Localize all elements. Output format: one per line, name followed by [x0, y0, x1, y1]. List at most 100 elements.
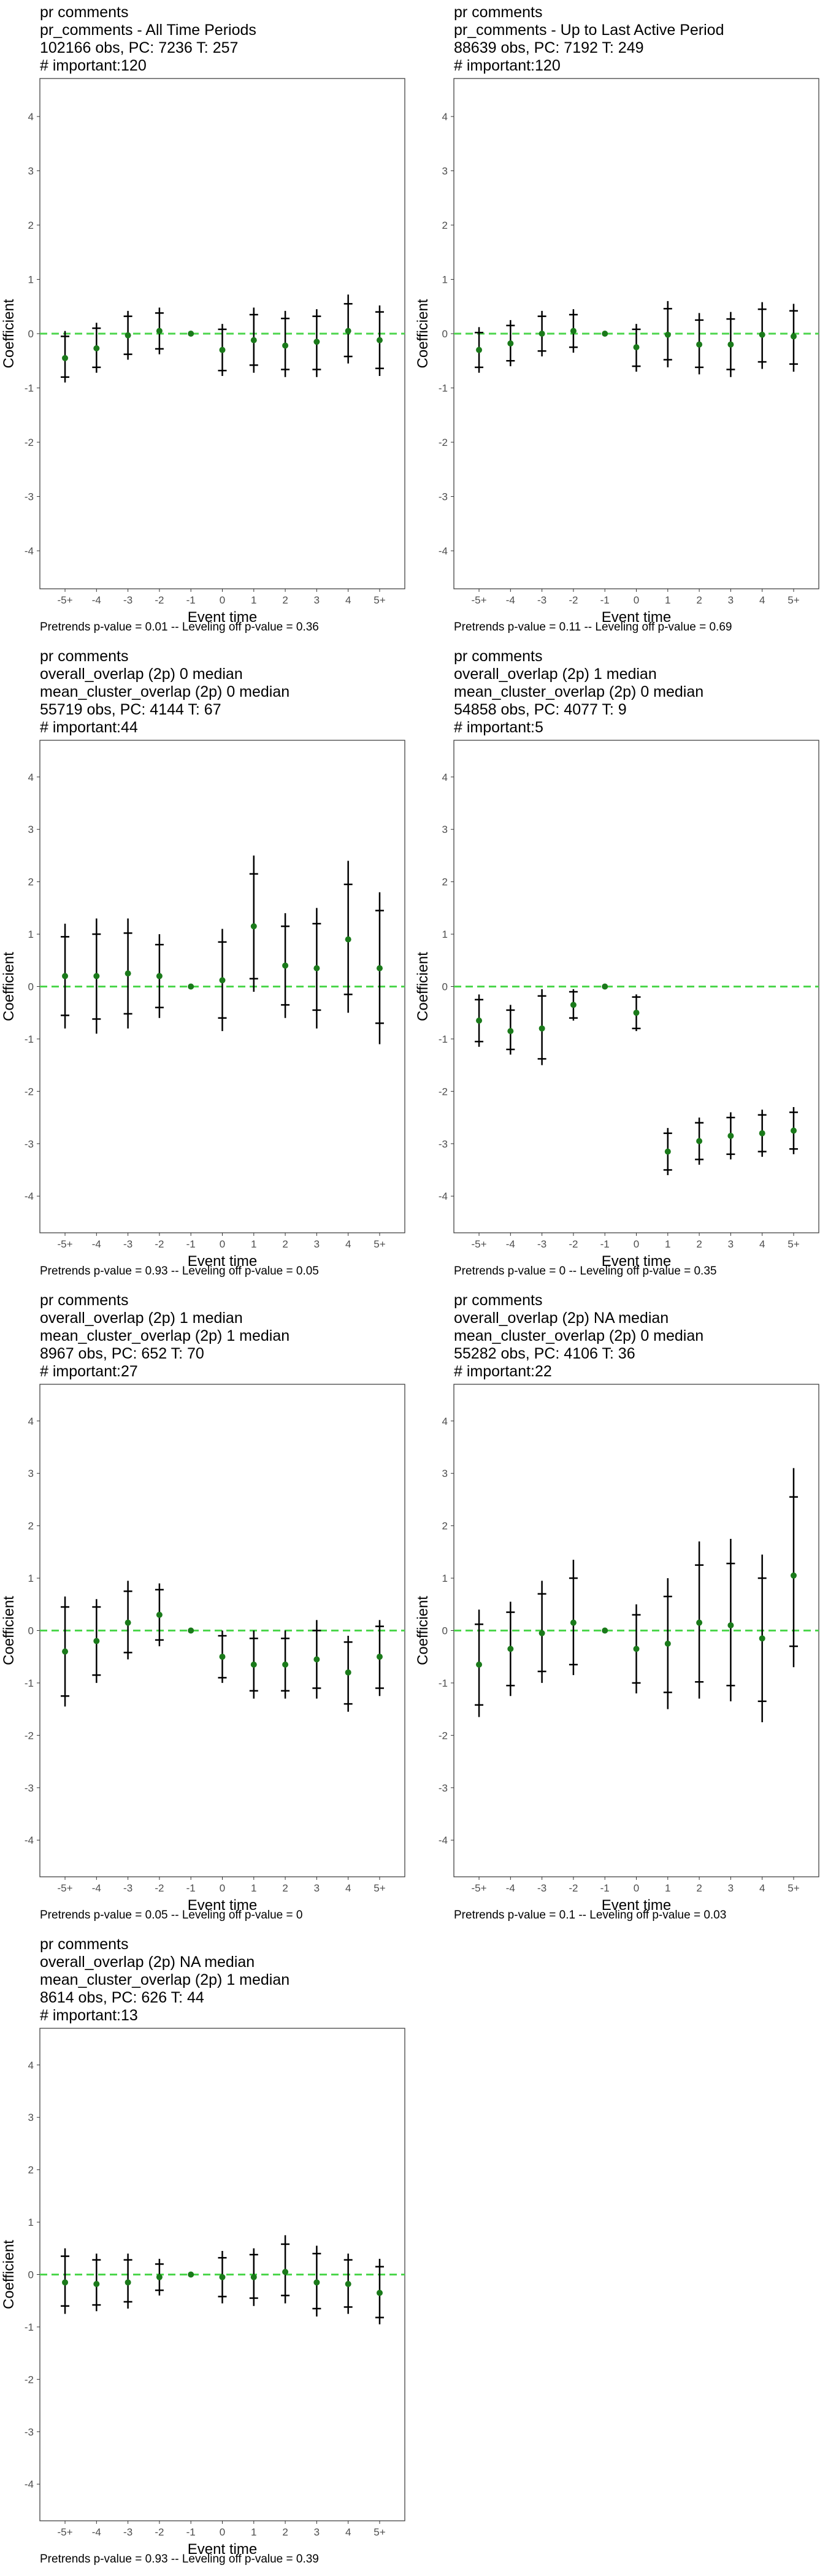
- chart-title-line: pr comments: [40, 1936, 129, 1953]
- chart-plot: 4 3 2 1 0 -1 -2 -3 -4 -5+ -4 -3 -2 -1 0 1 2 3 4 5+ Event tim…: [415, 1384, 819, 1914]
- estimate-point: [696, 341, 703, 348]
- y-tick-label: 0: [28, 2269, 34, 2281]
- y-axis-title: Coefficient: [415, 1596, 431, 1665]
- chart-plot: 4 3 2 1 0 -1 -2 -3 -4 -5+ -4 -3 -2 -1 0 1 2 3 4 5+ Event tim…: [1, 1384, 405, 1914]
- estimate-point: [376, 337, 383, 343]
- estimate-point: [507, 1028, 514, 1035]
- y-axis-title: Coefficient: [415, 952, 431, 1021]
- y-tick-label: -4: [439, 1834, 448, 1846]
- estimate-point: [476, 1662, 483, 1668]
- chart-title-line: mean_cluster_overlap (2p) 0 median: [40, 683, 290, 700]
- chart-title: pr comments overall_overlap (2p) 0 median…: [40, 648, 289, 737]
- y-tick-label: -2: [25, 2374, 34, 2385]
- x-tick-label: 4: [345, 2526, 351, 2538]
- y-axis-title: Coefficient: [1, 1596, 17, 1665]
- y-tick-label: -4: [25, 545, 34, 557]
- p-value-note: Pretrends p-value = 0 -- Leveling off p-…: [454, 1265, 717, 1278]
- x-tick-label: -5+: [58, 2526, 73, 2538]
- estimate-point: [188, 2271, 194, 2278]
- chart-title: pr comments pr_comments - Up to Last Acti…: [454, 4, 724, 75]
- estimate-point: [219, 347, 226, 353]
- x-tick-label: 2: [696, 1882, 702, 1894]
- y-tick-label: 3: [442, 1468, 448, 1479]
- p-value-note: Pretrends p-value = 0.01 -- Leveling off…: [40, 621, 319, 634]
- x-tick-label: 4: [759, 1238, 765, 1250]
- x-tick-label: -1: [600, 1882, 610, 1894]
- y-tick-label: 0: [442, 1625, 448, 1637]
- estimate-point: [313, 339, 320, 345]
- x-tick-label: -1: [600, 1238, 610, 1250]
- estimate-point: [570, 328, 577, 334]
- x-tick-label: -2: [569, 1238, 578, 1250]
- chart-title: pr comments overall_overlap (2p) NA media…: [40, 1936, 289, 2025]
- y-tick-label: 2: [442, 1520, 448, 1532]
- x-tick-label: -5+: [472, 1882, 487, 1894]
- estimate-point: [790, 333, 797, 340]
- x-tick-label: 0: [220, 2526, 225, 2538]
- x-tick-label: 3: [314, 2526, 320, 2538]
- estimate-point: [125, 2279, 131, 2286]
- chart-title-line: 54858 obs, PC: 4077 T: 9: [454, 701, 627, 718]
- estimate-point: [664, 1148, 671, 1155]
- estimate-point: [664, 331, 671, 338]
- y-tick-label: -4: [25, 1834, 34, 1846]
- chart-title-line: pr comments: [40, 4, 129, 21]
- x-tick-label: 4: [345, 594, 351, 606]
- chart-plot: 4 3 2 1 0 -1 -2 -3 -4 -5+ -4 -3 -2 -1 0 1 2 3 4 5+ Event tim…: [1, 740, 405, 1270]
- estimate-point: [539, 331, 545, 337]
- x-tick-label: 5+: [788, 1882, 799, 1894]
- estimate-point: [602, 331, 608, 337]
- chart-title-line: # important:27: [40, 1363, 138, 1380]
- y-tick-label: 3: [28, 824, 34, 835]
- chart-title-line: 88639 obs, PC: 7192 T: 249: [454, 39, 644, 56]
- chart-panel: pr comments overall_overlap (2p) 0 median…: [0, 644, 405, 1282]
- x-tick-label: 0: [220, 1882, 225, 1894]
- x-tick-label: 3: [314, 1882, 320, 1894]
- estimate-point: [188, 1627, 194, 1634]
- y-tick-label: -1: [439, 383, 448, 394]
- chart-title-line: pr_comments - Up to Last Active Period: [454, 21, 724, 39]
- chart-title-line: pr comments: [454, 648, 543, 665]
- y-tick-label: -3: [439, 1138, 448, 1150]
- estimate-point: [376, 1654, 383, 1660]
- y-tick-label: 4: [442, 1416, 448, 1427]
- x-tick-label: 4: [345, 1882, 351, 1894]
- chart-plot: 4 3 2 1 0 -1 -2 -3 -4 -5+ -4 -3 -2 -1 0 1 2 3 4 5+ Event tim…: [415, 740, 819, 1270]
- estimate-point: [696, 1619, 703, 1626]
- y-axis-title: Coefficient: [415, 299, 431, 368]
- y-tick-label: 4: [442, 111, 448, 123]
- estimate-point: [313, 1656, 320, 1663]
- y-axis-title: Coefficient: [1, 299, 17, 368]
- y-tick-label: -1: [25, 383, 34, 394]
- y-tick-label: 1: [442, 1573, 448, 1584]
- chart-title: pr comments pr_comments - All Time Period…: [40, 4, 256, 75]
- x-tick-label: 1: [251, 2526, 256, 2538]
- chart-title-line: 8967 obs, PC: 652 T: 70: [40, 1345, 204, 1362]
- estimate-point: [345, 2280, 351, 2287]
- y-tick-label: 3: [28, 165, 34, 177]
- chart-plot: 4 3 2 1 0 -1 -2 -3 -4 -5+ -4 -3 -2 -1 0 1 2 3 4 5+ Event tim…: [1, 2028, 405, 2558]
- x-tick-label: -4: [92, 1238, 101, 1250]
- p-value-note: Pretrends p-value = 0.1 -- Leveling off …: [454, 1909, 727, 1922]
- x-tick-label: 1: [665, 1882, 670, 1894]
- estimate-point: [633, 344, 640, 351]
- estimate-point: [188, 331, 194, 337]
- x-tick-label: 5+: [788, 594, 799, 606]
- y-tick-label: 0: [28, 328, 34, 340]
- x-tick-label: -5+: [472, 594, 487, 606]
- x-tick-label: 5+: [788, 1238, 799, 1250]
- chart-title-line: 8614 obs, PC: 626 T: 44: [40, 1989, 204, 2006]
- chart-title: pr comments overall_overlap (2p) NA media…: [454, 1292, 703, 1381]
- x-tick-label: 3: [314, 1238, 320, 1250]
- x-tick-label: 0: [220, 1238, 225, 1250]
- y-tick-label: -2: [25, 437, 34, 448]
- chart-title-line: # important:22: [454, 1363, 552, 1380]
- estimate-point: [507, 1646, 514, 1652]
- estimate-point: [282, 342, 289, 349]
- y-tick-label: -4: [439, 1190, 448, 1202]
- estimate-point: [539, 1630, 545, 1636]
- estimate-point: [313, 2279, 320, 2286]
- y-tick-label: 1: [28, 929, 34, 940]
- estimate-point: [727, 1132, 734, 1139]
- estimate-point: [219, 977, 226, 984]
